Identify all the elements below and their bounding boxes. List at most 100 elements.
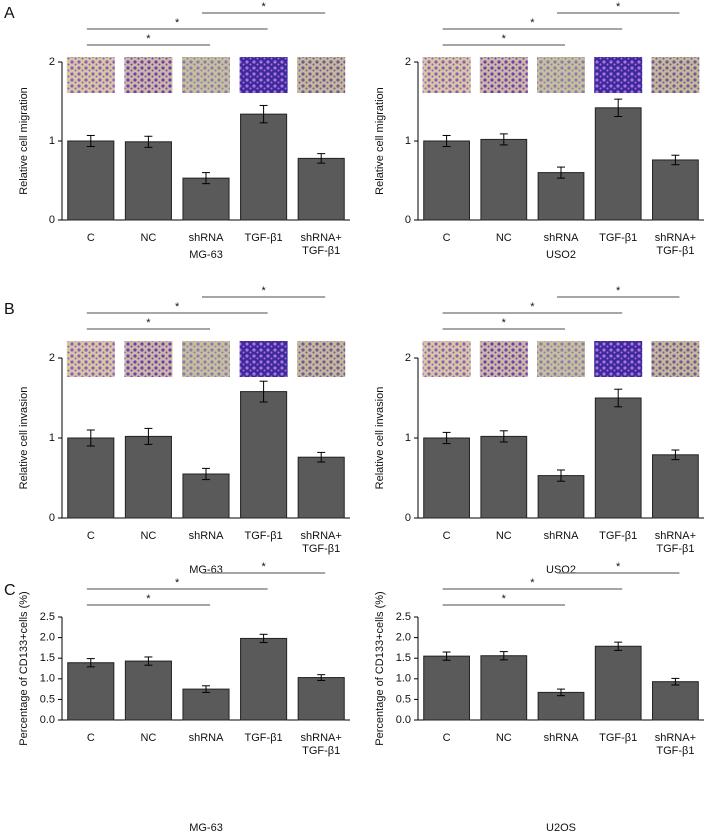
micrograph xyxy=(537,57,585,93)
micrograph xyxy=(124,341,173,377)
x-tick-label: shRNA+ TGF-β1 xyxy=(301,732,342,757)
micrograph xyxy=(479,57,528,93)
micrograph xyxy=(239,57,288,93)
bar xyxy=(537,475,585,519)
x-tick-label: NC xyxy=(140,530,156,542)
x-tick-label: TGF-β1 xyxy=(245,232,283,244)
panel-label: C xyxy=(4,582,16,599)
significance-label: * xyxy=(616,1,621,13)
micrograph xyxy=(479,341,528,377)
y-tick-label: 1.0 xyxy=(40,673,55,685)
bar xyxy=(240,113,288,221)
micrograph xyxy=(422,341,471,377)
y-tick-label: 0.5 xyxy=(396,693,411,705)
micrograph xyxy=(651,57,700,93)
bar xyxy=(537,172,585,221)
x-tick-label: NC xyxy=(140,732,156,744)
y-tick-label: 2.0 xyxy=(40,632,55,644)
x-tick-label: NC xyxy=(496,530,512,542)
x-tick-label: shRNA+ TGF-β1 xyxy=(655,732,696,757)
x-tick-label: C xyxy=(87,530,95,542)
panel-label: A xyxy=(4,5,15,22)
bar xyxy=(594,107,642,221)
x-axis-label: USO2 xyxy=(546,564,576,576)
x-tick-label: TGF-β1 xyxy=(599,732,637,744)
y-tick-label: 2 xyxy=(405,352,411,364)
micrograph xyxy=(297,341,346,377)
x-tick-label: shRNA+ TGF-β1 xyxy=(655,530,696,555)
x-tick-label: NC xyxy=(496,232,512,244)
significance-label: * xyxy=(530,17,535,29)
micrograph xyxy=(651,341,700,377)
micrograph xyxy=(422,57,471,93)
bar xyxy=(67,140,115,221)
bar xyxy=(182,177,230,221)
x-tick-label: TGF-β1 xyxy=(245,732,283,744)
significance-label: * xyxy=(502,317,507,329)
micrograph xyxy=(66,341,115,377)
bar xyxy=(537,691,585,721)
micrograph xyxy=(537,341,585,377)
bar xyxy=(652,454,699,519)
y-tick-label: 0.0 xyxy=(40,714,55,726)
y-axis-label: Relative cell invasion xyxy=(18,387,30,490)
y-tick-label: 2.5 xyxy=(396,611,411,623)
bar xyxy=(67,437,115,519)
micrograph xyxy=(66,57,115,93)
x-axis-label: MG-63 xyxy=(189,822,223,834)
y-axis-label: Percentage of CD133+cells (%) xyxy=(18,591,30,745)
x-tick-label: TGF-β1 xyxy=(599,530,637,542)
x-tick-label: shRNA xyxy=(189,232,225,244)
y-axis-label: Relative cell migration xyxy=(18,87,30,195)
x-tick-label: C xyxy=(443,530,451,542)
micrograph xyxy=(297,57,346,93)
bar xyxy=(423,140,470,221)
bar xyxy=(652,681,699,721)
x-tick-label: NC xyxy=(496,732,512,744)
y-tick-label: 0 xyxy=(405,214,411,226)
significance-label: * xyxy=(530,301,535,313)
micrograph xyxy=(124,57,173,93)
significance-label: * xyxy=(502,33,507,45)
significance-label: * xyxy=(616,285,621,297)
x-tick-label: shRNA xyxy=(189,732,225,744)
bar xyxy=(182,473,230,519)
x-axis-label: MG-63 xyxy=(189,564,223,576)
x-tick-label: TGF-β1 xyxy=(599,232,637,244)
bar xyxy=(182,688,230,721)
significance-label: * xyxy=(175,577,180,589)
x-tick-label: shRNA+ TGF-β1 xyxy=(301,232,342,257)
y-tick-label: 1 xyxy=(49,135,55,147)
micrograph xyxy=(182,57,230,93)
x-tick-label: C xyxy=(87,732,95,744)
bar xyxy=(124,660,172,721)
y-tick-label: 0.0 xyxy=(396,714,411,726)
y-tick-label: 1 xyxy=(49,432,55,444)
bar xyxy=(423,655,470,721)
x-tick-label: NC xyxy=(140,232,156,244)
y-tick-label: 2 xyxy=(405,56,411,68)
bar xyxy=(480,435,528,519)
y-tick-label: 0 xyxy=(49,214,55,226)
x-tick-label: shRNA xyxy=(544,232,580,244)
significance-label: * xyxy=(261,285,266,297)
significance-label: * xyxy=(502,593,507,605)
y-tick-label: 2.0 xyxy=(396,632,411,644)
y-axis-label: Percentage of CD133+cells (%) xyxy=(374,591,386,745)
y-tick-label: 1.5 xyxy=(40,652,55,664)
x-axis-label: MG-63 xyxy=(189,249,223,261)
bar xyxy=(297,456,345,519)
x-tick-label: shRNA+ TGF-β1 xyxy=(301,530,342,555)
significance-label: * xyxy=(146,317,151,329)
x-tick-label: C xyxy=(443,232,451,244)
bar xyxy=(67,662,115,721)
y-axis-label: Relative cell migration xyxy=(374,87,386,195)
bar xyxy=(594,397,642,519)
significance-label: * xyxy=(175,301,180,313)
y-tick-label: 1.5 xyxy=(396,652,411,664)
bar xyxy=(240,391,288,519)
y-tick-label: 1 xyxy=(405,432,411,444)
bar xyxy=(240,637,288,721)
y-tick-label: 0 xyxy=(49,512,55,524)
